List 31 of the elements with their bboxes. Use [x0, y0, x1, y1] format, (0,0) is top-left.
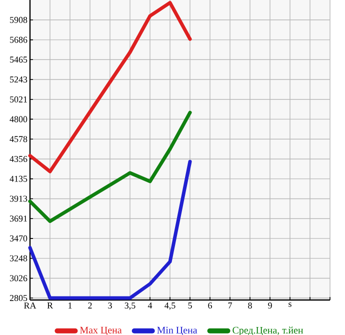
y-tick-label: 4578 [10, 136, 28, 142]
y-tick-label: 3470 [10, 235, 28, 242]
x-tick-label: 4 [148, 302, 152, 308]
legend-label: Max Цена [80, 326, 122, 335]
y-tick-label: 5465 [10, 56, 28, 63]
x-tick-label: R [47, 302, 53, 308]
x-tick-label: 3 [108, 302, 112, 309]
x-tick-label: RA [24, 302, 36, 308]
y-tick-label: 4800 [10, 116, 28, 122]
y-tick-label: 3026 [10, 275, 28, 282]
x-tick-label: 9 [268, 302, 272, 309]
line-series [28, 110, 192, 223]
y-tick-label: 4135 [10, 176, 28, 182]
y-tick-label: 3913 [10, 196, 28, 202]
y-tick-label: 5686 [10, 36, 28, 43]
y-tick-label: 5021 [10, 96, 27, 102]
x-tick-label: 4,5 [164, 302, 176, 310]
x-tick-label: 5 [188, 302, 192, 308]
x-tick-label: s [288, 302, 292, 307]
y-tick-label: 5243 [10, 76, 28, 83]
x-tick-label: 8 [248, 302, 252, 309]
x-tick-label: 3,5 [124, 302, 136, 310]
x-tick-label: 1 [68, 302, 72, 308]
y-tick-label: 3691 [10, 216, 27, 222]
x-tick-label: 2 [88, 302, 92, 308]
y-tick-label: 2805 [10, 294, 28, 302]
y-tick-label: 5908 [10, 16, 28, 23]
y-tick-label: 4356 [10, 156, 28, 162]
x-tick-label: 6 [208, 302, 212, 309]
y-tick-label: 3248 [10, 255, 28, 262]
x-tick-label: 7 [228, 302, 232, 308]
